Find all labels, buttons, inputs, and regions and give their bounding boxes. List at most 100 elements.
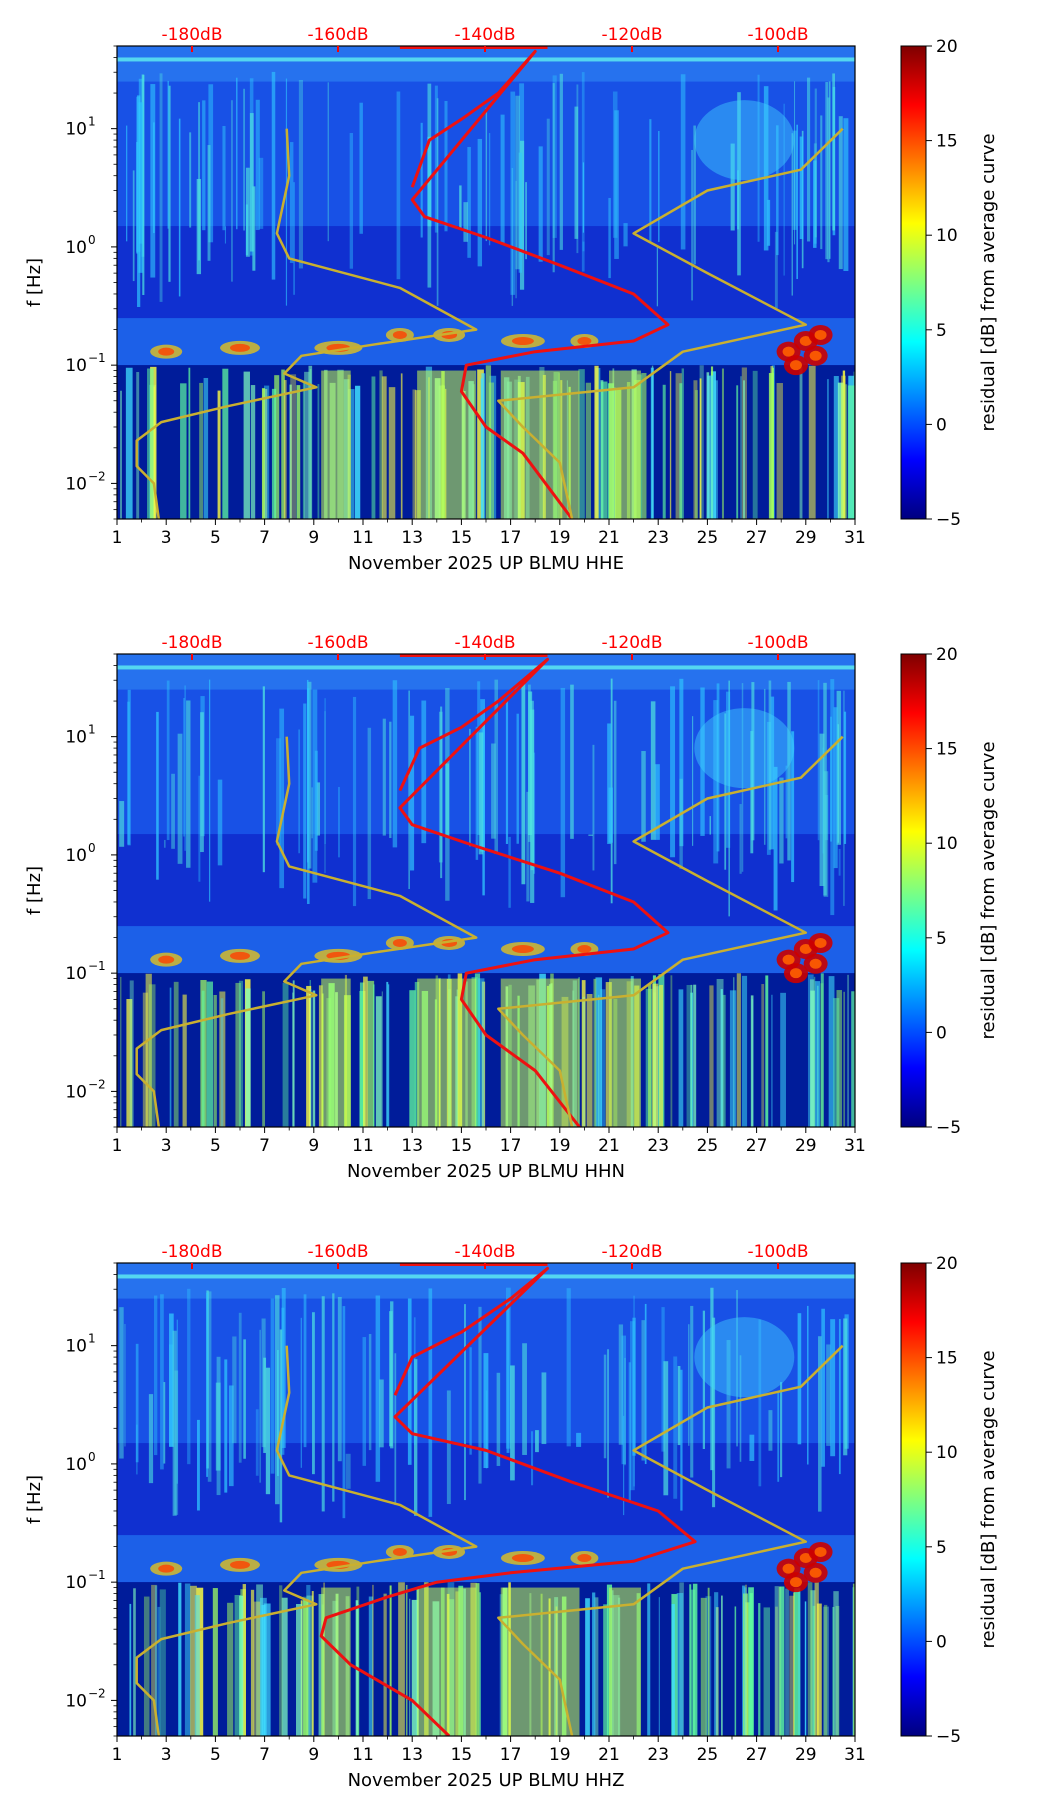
microseism-band: [117, 926, 855, 974]
streak: [774, 1586, 779, 1736]
wisp: [799, 136, 804, 240]
streak: [699, 378, 702, 519]
wisp: [592, 744, 595, 871]
streak: [729, 990, 737, 1127]
spectrogram: [117, 1263, 855, 1736]
wisp: [396, 91, 401, 280]
wisp: [641, 751, 646, 842]
wisp: [368, 1334, 372, 1451]
wisp: [394, 1353, 397, 1506]
streak: [199, 382, 203, 519]
x-tick-label: 27: [746, 1136, 768, 1156]
wisp: [206, 1292, 209, 1477]
wisp: [535, 1430, 539, 1453]
streak: [652, 983, 659, 1127]
y-tick-label: 10: [65, 964, 87, 984]
y-tick-exponent: −1: [88, 959, 106, 973]
streak: [256, 1584, 263, 1736]
streak: [761, 984, 765, 1127]
storm-blob-core: [799, 1553, 812, 1564]
colorbar-tick-label: 0: [936, 1632, 947, 1652]
streak-block: [321, 370, 351, 519]
wisp: [420, 122, 423, 238]
streak: [387, 984, 390, 1127]
x-tick-label: 7: [259, 1745, 270, 1765]
wisp: [463, 202, 468, 242]
streak: [367, 980, 375, 1127]
colorbar-tick-label: −5: [936, 1118, 961, 1138]
wisp: [679, 778, 683, 869]
wisp: [632, 1317, 636, 1456]
wisp: [785, 765, 788, 839]
wisp: [303, 1294, 307, 1448]
wisp: [777, 1393, 780, 1482]
streak: [250, 385, 256, 519]
wisp: [650, 701, 656, 840]
wisp: [255, 1409, 259, 1476]
wisp: [408, 690, 410, 890]
wisp: [217, 779, 223, 866]
streak: [765, 975, 769, 1127]
streak: [478, 1592, 481, 1736]
wisp: [445, 763, 450, 838]
streak: [477, 369, 484, 519]
average-psd-curve: [319, 1266, 697, 1736]
wisp: [843, 711, 847, 844]
wisp: [163, 839, 166, 848]
x-tick-label: 1: [112, 1136, 123, 1156]
streak: [676, 1593, 684, 1736]
streak: [308, 365, 313, 519]
streak: [375, 996, 382, 1127]
streak: [222, 368, 229, 519]
streak: [238, 980, 244, 1127]
db-scale-label: -160dB: [307, 1242, 368, 1262]
streak: [681, 368, 684, 519]
colorbar-tick-label: 20: [936, 1254, 958, 1274]
wisp: [607, 723, 612, 845]
streak: [581, 980, 586, 1127]
x-tick-label: 25: [697, 1745, 719, 1765]
db-scale-label: -100dB: [747, 25, 808, 45]
streak: [318, 985, 323, 1127]
average-psd-curve: [410, 49, 670, 519]
x-tick-label: 21: [598, 1745, 620, 1765]
streak: [810, 990, 815, 1127]
wisp: [216, 1356, 221, 1496]
db-scale-label: -180dB: [161, 633, 222, 653]
wisp: [276, 738, 281, 846]
streak: [833, 1591, 839, 1736]
streak: [707, 375, 714, 519]
x-tick-label: 13: [401, 1745, 423, 1765]
streak: [799, 367, 803, 519]
streak: [133, 1588, 136, 1736]
wisp: [321, 1296, 325, 1512]
streak: [710, 371, 716, 519]
colorbar-tick-label: 0: [936, 415, 947, 435]
x-tick-label: 5: [210, 1745, 221, 1765]
streak: [662, 384, 666, 519]
wisp: [382, 718, 386, 836]
streak: [371, 376, 376, 519]
streak: [355, 385, 361, 519]
streak: [720, 989, 723, 1127]
wisp: [160, 1294, 164, 1470]
x-tick-label: 27: [746, 528, 768, 548]
colorbar-tick-label: 20: [936, 645, 958, 665]
streak: [481, 373, 486, 519]
wisp: [245, 167, 250, 257]
streak: [274, 375, 280, 519]
wisp: [677, 1365, 681, 1446]
colorbar-tick-label: 10: [936, 1443, 958, 1463]
hf-patch: [694, 1317, 795, 1398]
wisp: [189, 132, 192, 228]
y-axis-label: f [Hz]: [24, 1475, 45, 1524]
x-tick-label: 11: [352, 528, 374, 548]
y-tick-exponent: −2: [88, 1686, 106, 1700]
wisp: [459, 185, 462, 230]
wisp: [510, 1365, 515, 1481]
streak: [389, 1585, 392, 1736]
wisp: [692, 716, 694, 846]
storm-blob-core: [799, 336, 812, 347]
streak: [412, 389, 416, 519]
